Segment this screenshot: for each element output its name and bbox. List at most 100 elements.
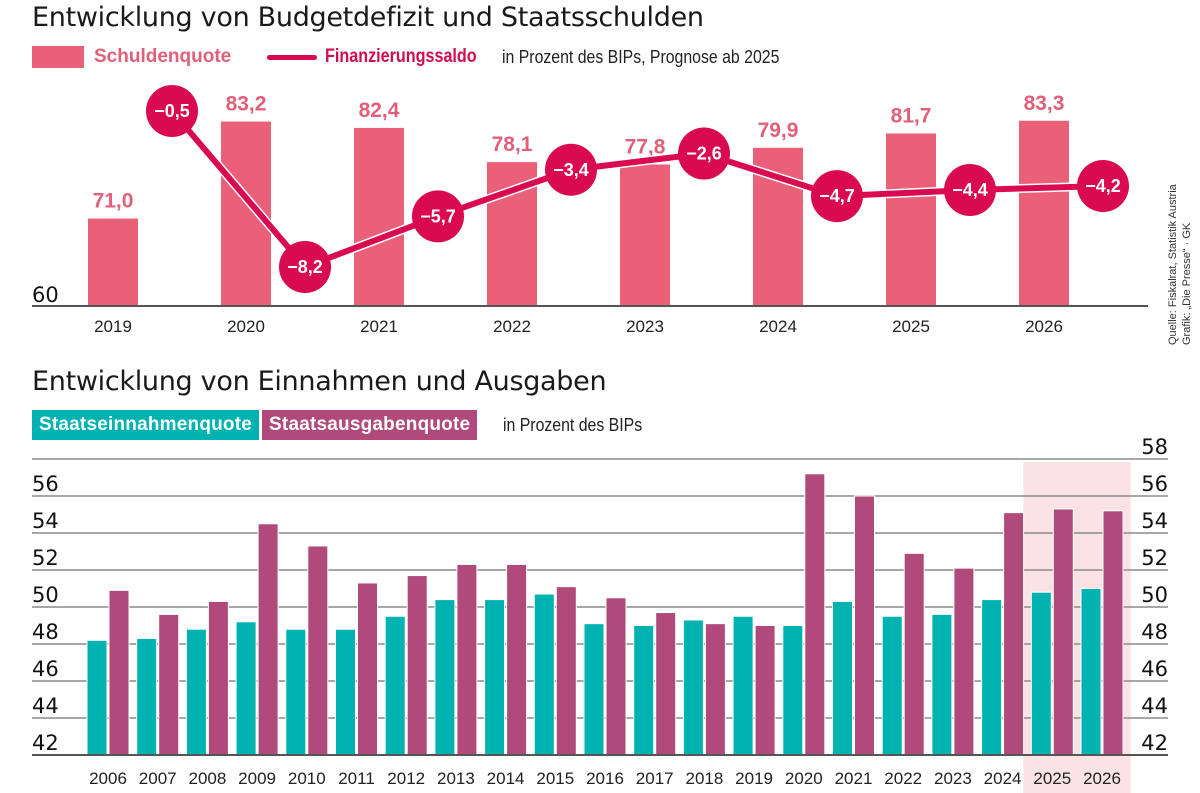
chart1-subtitle: in Prozent des BIPs, Prognose ab 2025 bbox=[501, 46, 780, 67]
expenditure-bar-2012 bbox=[406, 575, 428, 756]
x-tick-label-2014: 2014 bbox=[487, 769, 525, 788]
revenue-bar-2018 bbox=[682, 619, 704, 756]
y-tick-right-54: 54 bbox=[1141, 509, 1168, 533]
chart2-legend: Staatseinnahmenquote Staatsausgabenquote… bbox=[32, 410, 661, 440]
y-tick-left-56: 56 bbox=[32, 472, 59, 496]
legend-label-saldo: Finanzierungssaldo bbox=[325, 46, 477, 67]
revenue-bar-2009 bbox=[235, 621, 257, 756]
legend-swatch-saldo bbox=[267, 54, 318, 60]
debt-bar-2025 bbox=[886, 133, 936, 306]
saldo-value-label-2021: −5,7 bbox=[420, 206, 456, 226]
expenditure-bar-2014 bbox=[506, 563, 528, 756]
y-tick-right-44: 44 bbox=[1141, 694, 1168, 718]
expenditure-bar-2016 bbox=[605, 597, 627, 756]
y-tick-left-50: 50 bbox=[32, 583, 59, 607]
expenditure-bar-2017 bbox=[655, 612, 677, 756]
expenditure-bar-2011 bbox=[357, 582, 378, 756]
x-tick-label-2021: 2021 bbox=[360, 317, 398, 336]
saldo-point-2024 bbox=[811, 170, 863, 223]
debt-bar-2023 bbox=[620, 164, 670, 306]
debt-value-label-2022: 78,1 bbox=[492, 133, 533, 156]
x-tick-label-2026: 2026 bbox=[1083, 769, 1121, 788]
chart1-plot: 71,0 2019 83,2 2020 82,4 2021 78,1 2022 77,8 2023… bbox=[32, 85, 1148, 336]
saldo-point-2022 bbox=[545, 143, 597, 196]
y-tick-left-46: 46 bbox=[32, 657, 59, 681]
expenditure-bar-2024 bbox=[1003, 512, 1025, 756]
y-tick-right-42: 42 bbox=[1141, 731, 1168, 755]
expenditure-bar-2018 bbox=[704, 623, 726, 756]
saldo-point-2026 bbox=[1077, 159, 1129, 212]
debt-value-label-2021: 82,4 bbox=[359, 99, 400, 122]
chart1-legend: Schuldenquote Finanzierungssaldo in Proz… bbox=[32, 42, 817, 72]
chart2-plot: 42 44 46 48 50 52 54 56 42 44 46 48 50 52 54 56 58 2006 20… bbox=[32, 435, 1168, 793]
revenue-bar-2011 bbox=[335, 628, 356, 756]
saldo-point-2021 bbox=[412, 190, 464, 243]
x-tick-label-2013: 2013 bbox=[437, 769, 475, 788]
y-tick-right-56: 56 bbox=[1141, 472, 1168, 496]
x-tick-label-2025: 2025 bbox=[892, 317, 930, 336]
revenue-bar-2015 bbox=[533, 593, 555, 756]
saldo-value-label-2025: −4,4 bbox=[952, 180, 988, 200]
y-tick-right-58: 58 bbox=[1141, 435, 1168, 459]
chart2-subtitle: in Prozent des BIPs bbox=[503, 414, 643, 435]
legend-label-expenditure: Staatsausgabenquote bbox=[262, 410, 478, 440]
saldo-value-label-2019: −0,5 bbox=[154, 101, 190, 121]
debt-value-label-2025: 81,7 bbox=[891, 104, 932, 127]
x-tick-label-2019: 2019 bbox=[735, 769, 773, 788]
debt-value-label-2024: 79,9 bbox=[758, 119, 799, 142]
expenditure-bar-2026 bbox=[1102, 510, 1124, 756]
saldo-value-label-2026: −4,2 bbox=[1085, 176, 1121, 196]
revenue-bar-2020 bbox=[782, 625, 804, 756]
revenue-bar-2025 bbox=[1030, 591, 1052, 756]
x-tick-label-2018: 2018 bbox=[685, 769, 723, 788]
x-tick-label-2024: 2024 bbox=[984, 769, 1022, 788]
y-tick-left-42: 42 bbox=[32, 731, 59, 755]
debt-bar-2021 bbox=[354, 127, 404, 306]
x-tick-label-2021: 2021 bbox=[835, 769, 873, 788]
x-tick-label-2011: 2011 bbox=[338, 769, 375, 788]
saldo-value-label-2024: −4,7 bbox=[819, 186, 855, 206]
revenue-bar-2019 bbox=[732, 615, 754, 756]
saldo-value-label-2022: −3,4 bbox=[553, 160, 589, 180]
expenditure-bar-2020 bbox=[804, 473, 826, 756]
revenue-bar-2012 bbox=[384, 615, 406, 756]
y-tick-right-46: 46 bbox=[1141, 657, 1168, 681]
revenue-bar-2008 bbox=[185, 628, 207, 756]
debt-value-label-2023: 77,8 bbox=[625, 135, 666, 158]
x-tick-label-2016: 2016 bbox=[586, 769, 624, 788]
saldo-point-2020 bbox=[279, 241, 331, 294]
expenditure-bar-2015 bbox=[555, 586, 577, 756]
x-tick-label-2022: 2022 bbox=[884, 769, 922, 788]
y-tick-left-52: 52 bbox=[32, 546, 59, 570]
x-tick-label-2007: 2007 bbox=[139, 769, 177, 788]
expenditure-bar-2006 bbox=[108, 589, 130, 756]
expenditure-bar-2007 bbox=[158, 613, 180, 756]
expenditure-bar-2025 bbox=[1052, 508, 1074, 756]
saldo-point-2023 bbox=[678, 127, 730, 180]
x-tick-label-2009: 2009 bbox=[238, 769, 276, 788]
x-tick-label-2008: 2008 bbox=[188, 769, 226, 788]
debt-value-label-2026: 83,3 bbox=[1024, 92, 1065, 115]
revenue-bar-2026 bbox=[1080, 588, 1102, 756]
x-tick-label-2017: 2017 bbox=[636, 769, 674, 788]
legend-swatch-debt bbox=[32, 46, 84, 68]
revenue-bar-2007 bbox=[136, 637, 158, 756]
chart2-title: Entwicklung von Einnahmen und Ausgaben bbox=[32, 366, 607, 397]
revenue-bar-2014 bbox=[484, 599, 506, 756]
revenue-bar-2013 bbox=[434, 599, 456, 756]
saldo-point-2019 bbox=[146, 85, 198, 137]
x-tick-label-2025: 2025 bbox=[1033, 769, 1071, 788]
debt-bar-2026 bbox=[1019, 120, 1069, 306]
revenue-bar-2017 bbox=[633, 625, 655, 756]
y-tick-right-52: 52 bbox=[1141, 546, 1168, 570]
legend-label-revenue: Staatseinnahmenquote bbox=[32, 410, 260, 440]
expenditure-bar-2021 bbox=[854, 495, 875, 756]
expenditure-bar-2019 bbox=[754, 625, 776, 756]
x-tick-label-2022: 2022 bbox=[493, 317, 531, 336]
x-tick-label-2026: 2026 bbox=[1025, 317, 1063, 336]
y-tick-right-50: 50 bbox=[1141, 583, 1168, 607]
revenue-bar-2023 bbox=[931, 613, 953, 756]
expenditure-bar-2008 bbox=[207, 600, 229, 756]
revenue-bar-2024 bbox=[981, 599, 1003, 756]
